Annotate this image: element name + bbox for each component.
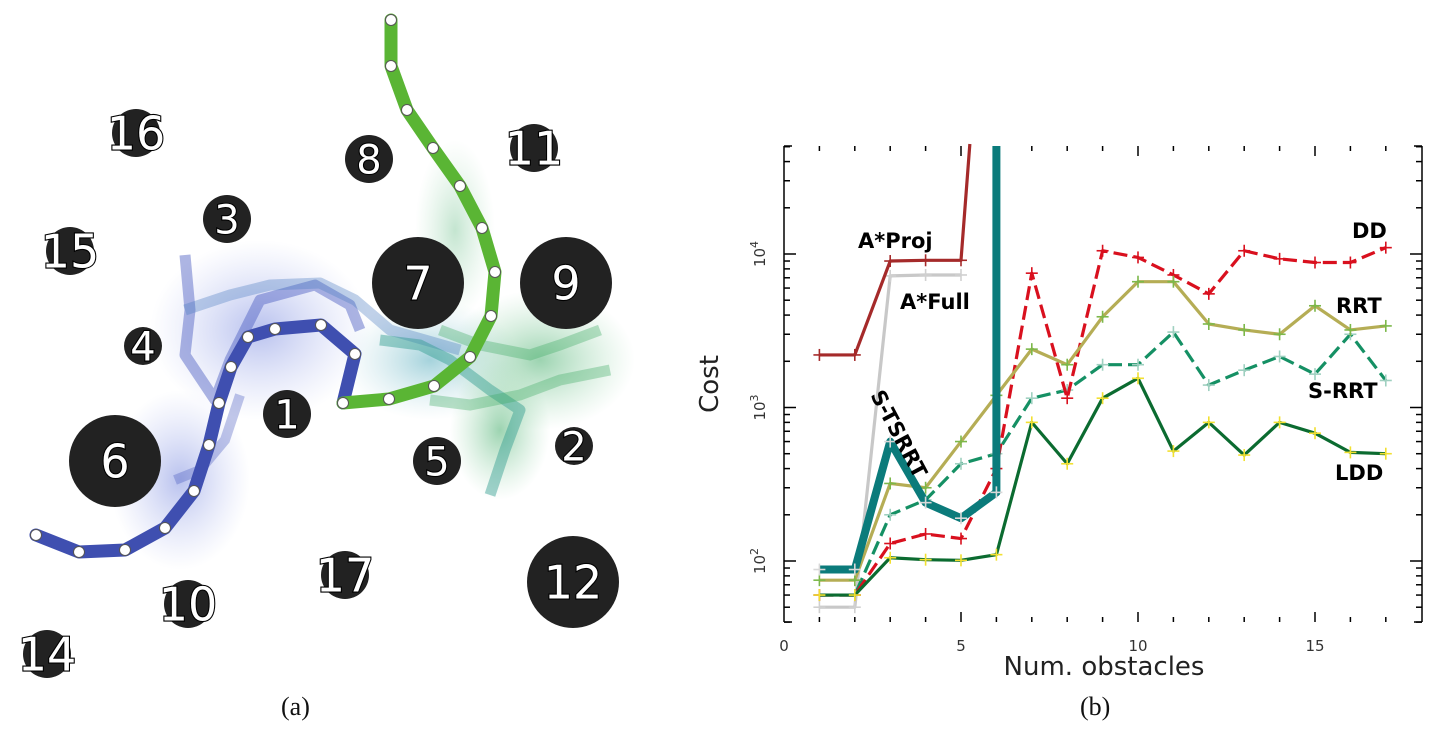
obstacle-label: 16 <box>107 107 166 161</box>
y-tick-label: 102 <box>748 548 769 574</box>
obstacle-15: 15 <box>40 223 101 279</box>
series-label-rrt: RRT <box>1336 294 1382 318</box>
x-tick-label: 0 <box>779 637 789 655</box>
obstacle-label: 1 <box>274 392 299 438</box>
waypoint-marker <box>213 397 225 409</box>
obstacle-6: 6 <box>69 415 161 507</box>
obstacle-label: 11 <box>505 122 564 176</box>
series-label-a-full: A*Full <box>900 290 970 314</box>
waypoint-marker <box>315 319 327 331</box>
waypoint-marker <box>476 222 488 234</box>
obstacle-9: 9 <box>520 237 612 329</box>
waypoint-marker <box>454 180 466 192</box>
waypoint-marker <box>383 393 395 405</box>
obstacle-3: 3 <box>203 195 251 244</box>
x-axis-label: Num. obstacles <box>1004 652 1205 682</box>
series-a-full <box>813 268 967 614</box>
obstacle-8: 8 <box>345 135 393 184</box>
panel-b-caption: (b) <box>1080 692 1111 721</box>
waypoint-marker <box>385 14 397 26</box>
waypoint-marker <box>428 380 440 392</box>
waypoint-marker <box>73 546 85 558</box>
obstacle-label: 12 <box>544 556 603 610</box>
green-path <box>336 13 502 410</box>
obstacle-label: 14 <box>18 628 77 682</box>
obstacle-label: 9 <box>551 257 580 311</box>
waypoint-marker <box>401 104 413 116</box>
cost-chart-canvas: 102 103 104 0 5 10 15 A*Proj A*Full S-TSRRT DD RRT… <box>695 143 1423 682</box>
panel-b-cost-chart: 102 103 104 0 5 10 15 A*Proj A*Full S-TSRRT DD RRT… <box>660 0 1439 728</box>
obstacle-1: 1 <box>263 390 311 439</box>
obstacle-12: 12 <box>527 536 619 628</box>
obstacle-17: 17 <box>315 547 376 603</box>
waypoint-marker <box>485 310 497 322</box>
waypoint-marker <box>464 351 476 363</box>
y-axis-label: Cost <box>695 355 725 413</box>
obstacle-label: 5 <box>424 439 449 485</box>
obstacle-2: 2 <box>555 423 593 471</box>
obstacle-4: 4 <box>124 323 162 371</box>
blue-path <box>29 318 362 559</box>
series-s-tsrrt <box>813 146 1003 576</box>
obstacle-14: 14 <box>17 626 78 682</box>
panel-a-trajectory-map: 1 2 3 4 5 6 7 8 9 10 11 12 14 15 16 17 (a) <box>0 0 660 728</box>
waypoint-marker <box>188 485 200 497</box>
obstacle-label: 6 <box>100 435 129 489</box>
waypoint-marker <box>385 60 397 72</box>
obstacle-label: 17 <box>316 549 375 603</box>
obstacle-7: 7 <box>372 237 464 329</box>
waypoint-marker <box>242 331 254 343</box>
obstacle-label: 8 <box>356 137 381 183</box>
series-a-proj <box>813 143 972 361</box>
series-label-dd: DD <box>1352 219 1387 243</box>
series-label-s-rrt: S-RRT <box>1308 379 1378 403</box>
obstacle-label: 15 <box>41 225 100 279</box>
waypoint-marker <box>159 522 171 534</box>
obstacle-label: 3 <box>214 197 239 243</box>
obstacle-label: 2 <box>561 424 586 470</box>
waypoint-marker <box>489 266 501 278</box>
chart-series <box>813 143 1392 614</box>
obstacle-label: 7 <box>403 257 432 311</box>
obstacle-11: 11 <box>504 120 565 176</box>
y-tick-label: 104 <box>748 241 769 267</box>
waypoint-marker <box>119 544 131 556</box>
waypoint-marker <box>349 348 361 360</box>
x-tick-label: 5 <box>956 637 966 655</box>
series-label-s-tsrrt: S-TSRRT <box>866 386 933 483</box>
series-ldd <box>813 372 1392 602</box>
obstacle-5: 5 <box>413 437 461 486</box>
obstacle-16: 16 <box>106 105 167 161</box>
x-tick-label: 15 <box>1305 637 1324 655</box>
waypoint-marker <box>427 142 439 154</box>
obstacle-label: 4 <box>130 324 155 370</box>
x-tick-label: 10 <box>1128 637 1147 655</box>
waypoint-marker <box>225 361 237 373</box>
waypoint-marker <box>269 323 281 335</box>
panel-a-caption: (a) <box>281 692 310 721</box>
waypoint-marker <box>337 397 349 409</box>
series-label-a-proj: A*Proj <box>858 229 933 253</box>
y-tick-label: 103 <box>748 394 769 420</box>
series-label-ldd: LDD <box>1335 461 1383 485</box>
waypoint-marker <box>203 439 215 451</box>
obstacle-label: 10 <box>159 578 218 632</box>
waypoint-marker <box>30 529 42 541</box>
trajectory-layer <box>29 13 502 559</box>
obstacle-10: 10 <box>158 576 219 632</box>
